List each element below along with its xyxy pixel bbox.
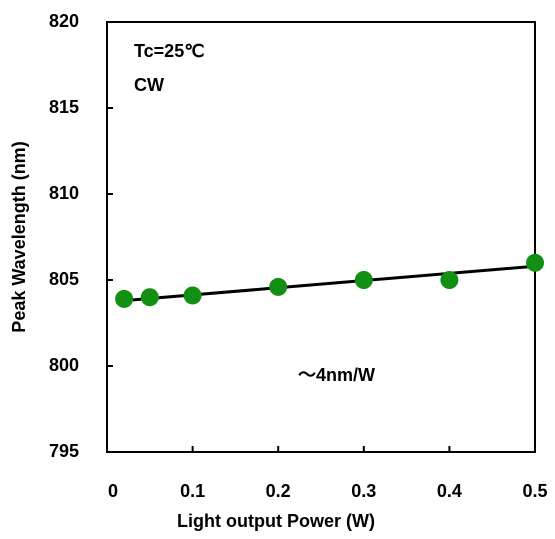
- x-tick-label: 0.5: [522, 481, 547, 501]
- x-tick-label: 0.1: [180, 481, 205, 501]
- x-tick-label: 0.3: [351, 481, 376, 501]
- plot-frame: [106, 21, 536, 453]
- y-tick-label: 800: [49, 355, 79, 375]
- annotation: CW: [134, 75, 164, 95]
- point: [526, 253, 544, 272]
- x-tick-label: 0.2: [266, 481, 291, 501]
- point: [140, 288, 159, 307]
- x-axis-label: Light output Power (W): [177, 511, 375, 531]
- point: [115, 289, 134, 308]
- y-tick-label: 805: [49, 269, 79, 289]
- x-tick-label: 0.4: [437, 481, 462, 501]
- y-tick-label: 795: [49, 441, 79, 461]
- point: [269, 277, 288, 296]
- y-axis-label: Peak Wavelength (nm): [9, 141, 29, 332]
- x-tick-label: 0: [108, 481, 118, 501]
- y-tick-label: 815: [49, 97, 79, 117]
- point: [440, 271, 459, 289]
- annotation: Tc=25℃: [134, 41, 204, 61]
- point: [183, 286, 202, 305]
- y-tick-label: 810: [49, 183, 79, 203]
- y-tick-label: 820: [49, 11, 79, 31]
- point: [354, 271, 373, 289]
- annotation: ～4nm/W: [298, 365, 375, 385]
